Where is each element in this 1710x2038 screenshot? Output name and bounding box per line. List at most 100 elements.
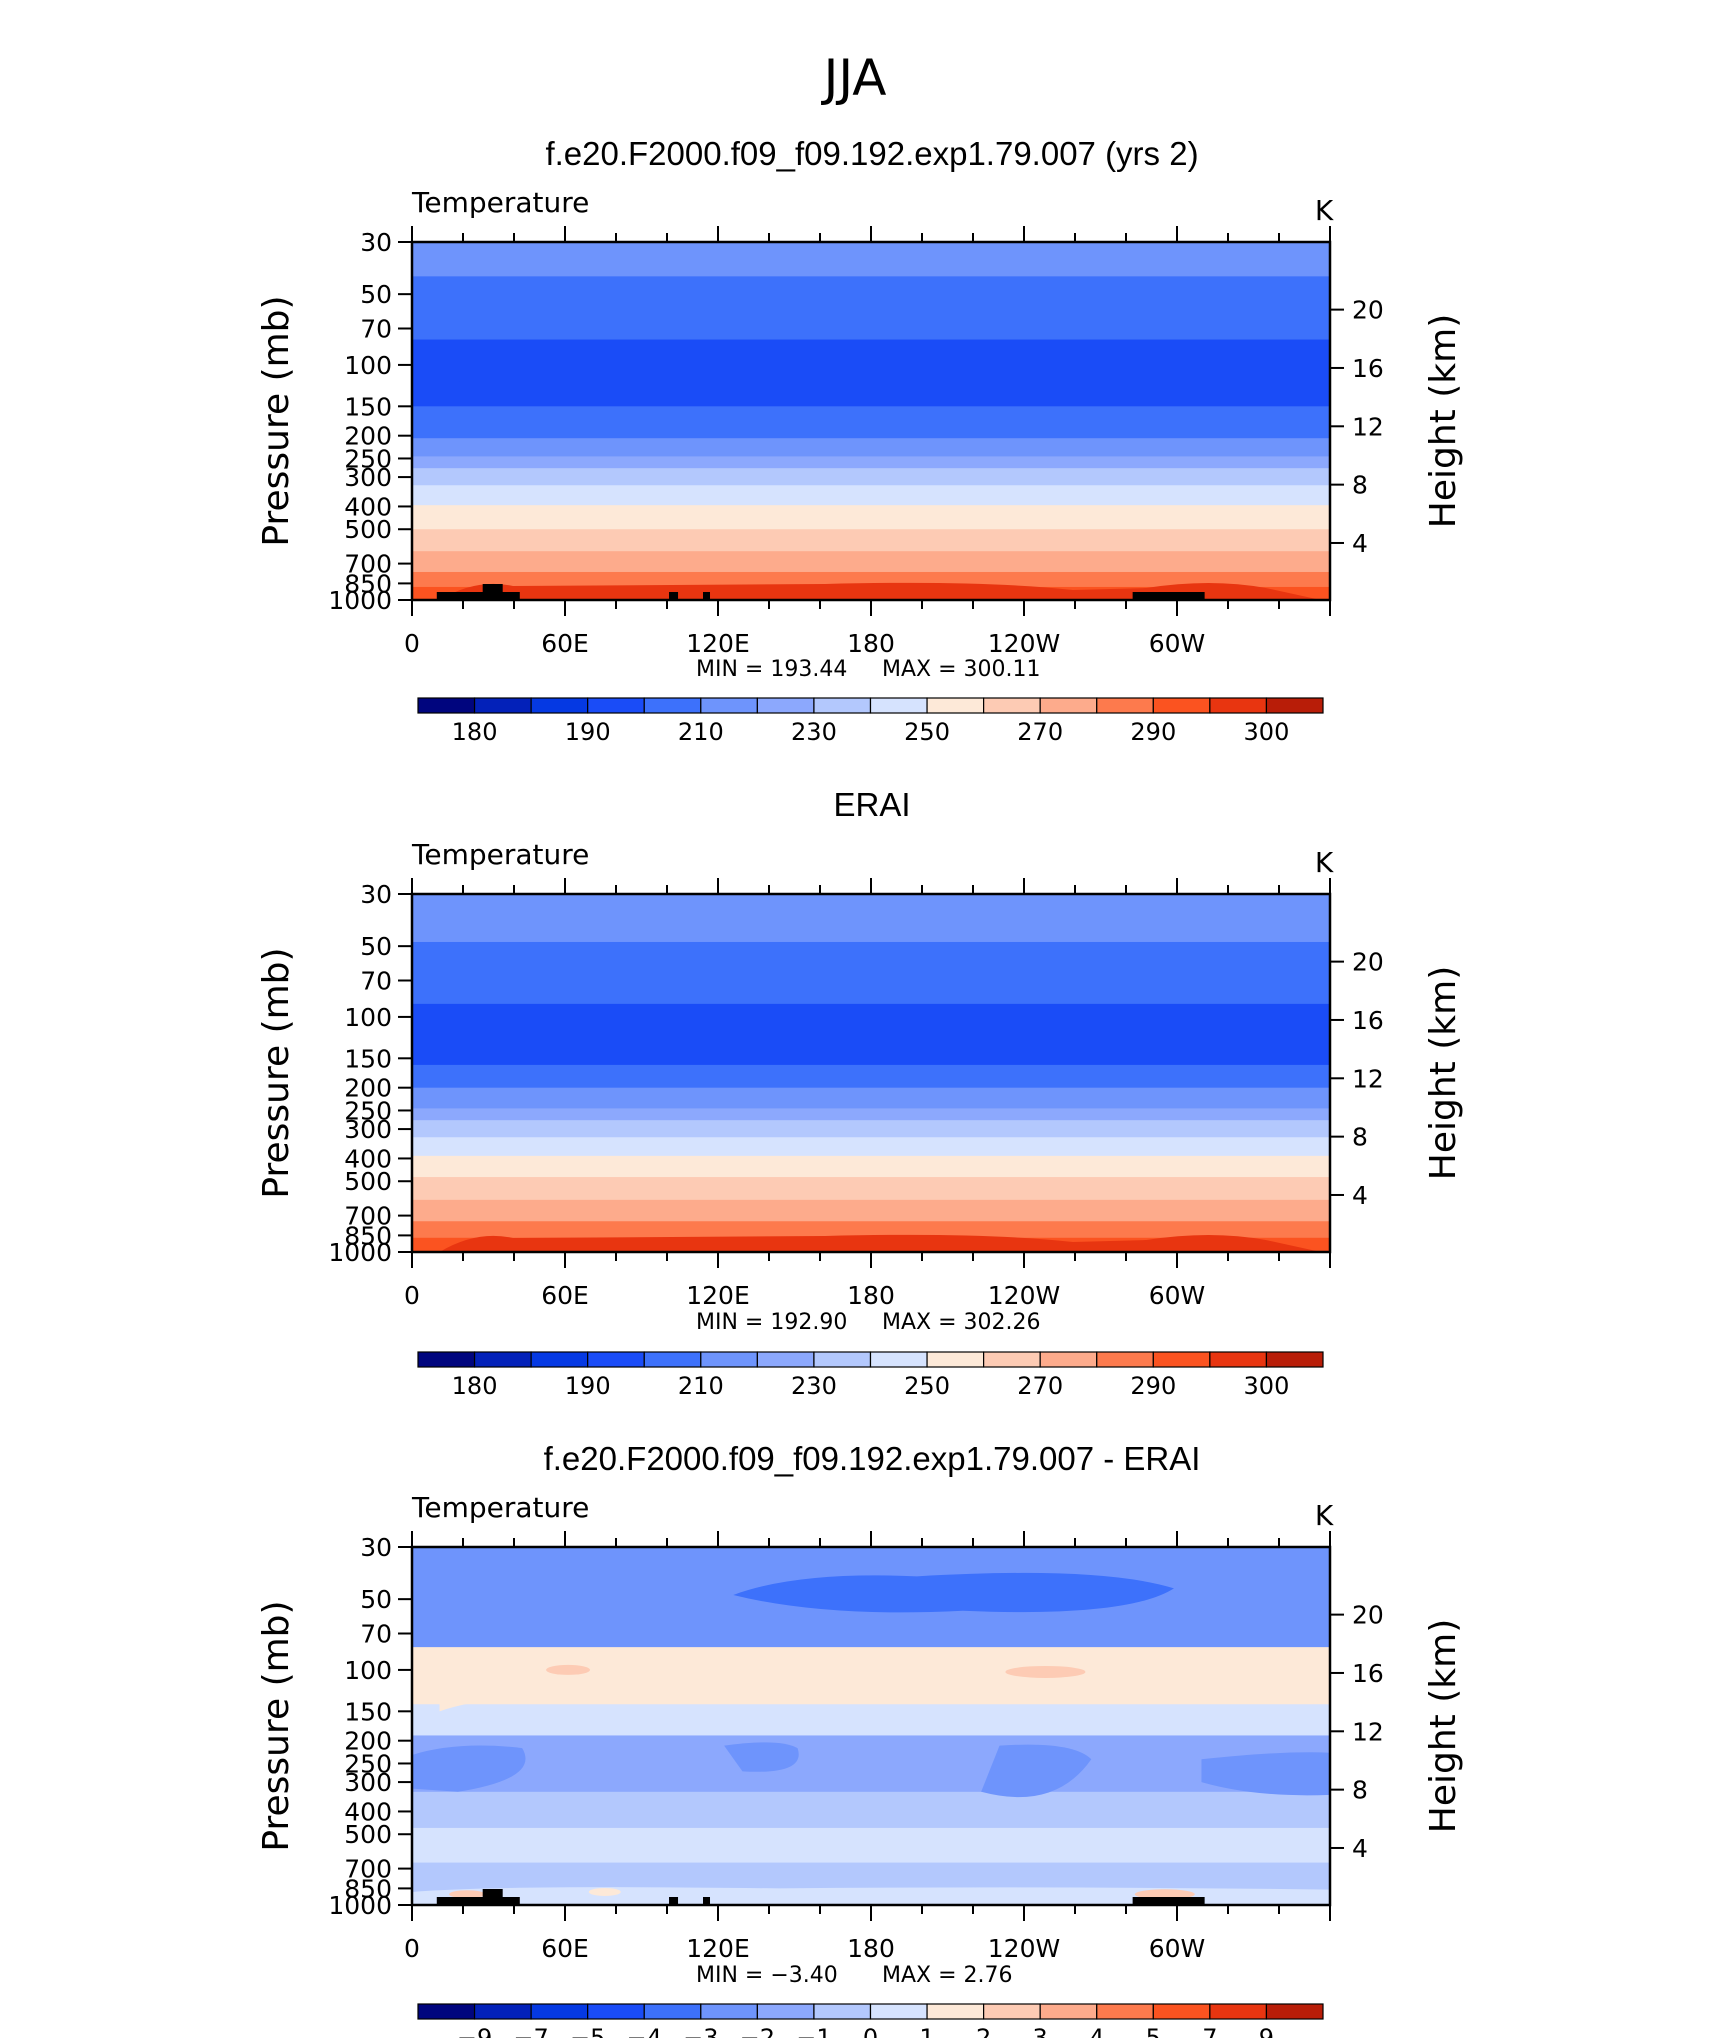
colorbar-box-12 xyxy=(1096,1351,1154,1368)
terrain-block-3 xyxy=(669,1897,679,1905)
y-tick-label: 1000 xyxy=(328,1238,392,1267)
contour-band-6 xyxy=(412,468,1330,486)
y-tick-label: 300 xyxy=(344,1768,392,1797)
units-label: K xyxy=(1315,194,1334,227)
y-tick-label: 700 xyxy=(344,1855,392,1884)
contour-band-5 xyxy=(412,456,1330,469)
colorbar-box-5 xyxy=(700,2003,758,2020)
chart-panel-3: f.e20.F2000.f09_f09.192.exp1.79.007 - ER… xyxy=(256,1440,1464,2038)
diff-cool-patch-3 xyxy=(981,1744,1092,1798)
y2-tick-label: 8 xyxy=(1352,471,1368,500)
x-tick-label: 60W xyxy=(1149,1281,1206,1310)
contour-band-4 xyxy=(412,1087,1330,1110)
diff-warm-spot-4 xyxy=(588,1887,621,1896)
y-tick-label: 300 xyxy=(344,463,392,492)
diff-cold-region-upper xyxy=(733,1572,1174,1613)
chart-title: ERAI xyxy=(833,786,910,823)
variable-label: Temperature xyxy=(411,838,589,871)
tropopause-cold-core xyxy=(412,1025,1330,1048)
diff-warm-spot-2 xyxy=(1005,1665,1086,1678)
colorbar-box-6 xyxy=(756,1351,815,1368)
colorbar-box-4 xyxy=(643,697,702,714)
diff-cool-patch-2 xyxy=(724,1742,799,1772)
colorbar-label: 1 xyxy=(919,2024,934,2038)
colorbar-label: 190 xyxy=(565,718,611,746)
y-tick-label: 30 xyxy=(360,1533,392,1562)
colorbar-box-14 xyxy=(1209,2003,1268,2020)
y-tick-label: 70 xyxy=(360,1620,392,1649)
colorbar-label: 250 xyxy=(904,718,950,746)
colorbar-label: 230 xyxy=(791,1372,837,1400)
colorbar-box-10 xyxy=(983,697,1041,714)
y2-tick-label: 20 xyxy=(1352,948,1384,977)
contour-band-10 xyxy=(412,1199,1330,1222)
diff-cool-patch-1 xyxy=(412,1745,526,1792)
y2-tick-label: 12 xyxy=(1352,412,1384,441)
diff-warm-region-upper xyxy=(439,1656,1330,1712)
diff-warm-spot-3 xyxy=(449,1890,486,1899)
colorbar-box-8 xyxy=(869,1351,928,1368)
y-tick-label: 30 xyxy=(360,228,392,257)
contour-band-9 xyxy=(412,1177,1330,1201)
y-tick-label: 700 xyxy=(344,1202,392,1231)
terrain-mask xyxy=(436,1889,1205,1905)
colorbar-label: −1 xyxy=(796,2024,831,2038)
colorbar-label: −2 xyxy=(740,2024,775,2038)
colorbar-label: 290 xyxy=(1130,1372,1176,1400)
terrain-mask xyxy=(436,584,1205,600)
colorbar-box-1 xyxy=(473,697,532,714)
colorbar-label: −9 xyxy=(457,2024,492,2038)
colorbar-box-10 xyxy=(983,1351,1041,1368)
y-tick-label: 700 xyxy=(344,550,392,579)
colorbar-label: −7 xyxy=(513,2024,548,2038)
terrain-block-4 xyxy=(703,592,711,600)
surface-warm-region xyxy=(439,1234,1321,1252)
colorbar-box-9 xyxy=(926,1351,985,1368)
contour-band-7 xyxy=(412,1137,1330,1157)
colorbar-box-7 xyxy=(813,1351,872,1368)
y2-axis-title: Height (km) xyxy=(1423,1619,1464,1833)
colorbar-box-5 xyxy=(700,697,758,714)
x-tick-label: 0 xyxy=(404,1934,420,1963)
colorbar-box-9 xyxy=(926,2003,985,2020)
surface-warm-region xyxy=(439,582,1321,600)
y-tick-label: 1000 xyxy=(328,1891,392,1920)
terrain-block-1 xyxy=(436,592,520,600)
y-tick-label: 850 xyxy=(344,1221,392,1250)
colorbar-box-7 xyxy=(813,697,872,714)
contour-band-7 xyxy=(412,485,1330,506)
x-tick-label: 60W xyxy=(1149,1934,1206,1963)
tropopause-cold-core xyxy=(412,373,1330,396)
colorbar-label: 230 xyxy=(791,718,837,746)
colorbar-label: 210 xyxy=(678,718,724,746)
contour-band-5 xyxy=(412,1827,1330,1864)
colorbar-box-0 xyxy=(417,1351,476,1368)
diff-cool-patch-4 xyxy=(1201,1752,1330,1796)
y-axis-title: Pressure (mb) xyxy=(256,947,297,1198)
colorbar-label: 3 xyxy=(1033,2024,1048,2038)
contour-band-3 xyxy=(412,1064,1330,1089)
y-tick-label: 250 xyxy=(344,1096,392,1125)
colorbar-box-14 xyxy=(1209,1351,1268,1368)
chart-panel-2: ERAI Temperature K 0 60E 120E 180 120W 60W 30 50 70… xyxy=(256,786,1464,1400)
y-tick-label: 400 xyxy=(344,1144,392,1173)
colorbar-label: 5 xyxy=(1146,2024,1161,2038)
x-tick-label: 60E xyxy=(541,1934,589,1963)
colorbar-label: −5 xyxy=(570,2024,605,2038)
x-tick-label: 120E xyxy=(686,629,750,658)
y2-axis-title: Height (km) xyxy=(1423,314,1464,528)
colorbar-box-13 xyxy=(1152,2003,1211,2020)
colorbar-label: 210 xyxy=(678,1372,724,1400)
colorbar-label: 4 xyxy=(1089,2024,1104,2038)
x-tick-label: 60W xyxy=(1149,629,1206,658)
contour-band-1 xyxy=(412,941,1330,1005)
contour-band-3 xyxy=(412,406,1330,439)
terrain-block-1 xyxy=(436,1897,520,1905)
stats-min: MIN = −3.40 xyxy=(696,1963,838,1988)
colorbar-box-15 xyxy=(1265,2003,1324,2020)
diff-warm-spot-1 xyxy=(546,1664,591,1675)
terrain-block-2 xyxy=(482,1889,503,1905)
y2-tick-label: 20 xyxy=(1352,296,1384,325)
units-label: K xyxy=(1315,1499,1334,1532)
y-tick-label: 150 xyxy=(344,1697,392,1726)
